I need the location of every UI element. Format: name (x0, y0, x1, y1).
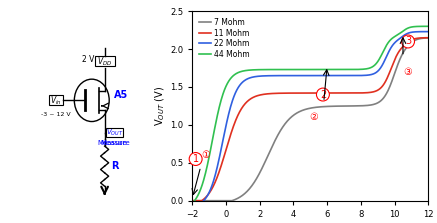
Text: Measure: Measure (97, 140, 127, 146)
7 Mohm (302, 108, 307, 111)
7 Mohm (383, 93, 388, 96)
Text: 1: 1 (193, 154, 199, 164)
Text: V$_{DD}$: V$_{DD}$ (97, 55, 112, 68)
22 Mohm (303, 74, 309, 77)
7 Mohm (317, 105, 323, 108)
Line: 11 Mohm: 11 Mohm (192, 38, 428, 201)
Text: R: R (111, 161, 118, 171)
Text: 2: 2 (320, 90, 326, 99)
Text: ②: ② (309, 112, 318, 122)
Text: V$_{in}$: V$_{in}$ (50, 94, 62, 107)
22 Mohm (317, 74, 323, 77)
11 Mohm (420, 37, 425, 39)
FancyBboxPatch shape (49, 95, 63, 105)
11 Mohm (303, 92, 309, 94)
FancyBboxPatch shape (107, 128, 123, 137)
22 Mohm (383, 57, 388, 60)
Text: A5: A5 (114, 90, 128, 100)
44 Mohm (190, 202, 195, 204)
Text: Measure: Measure (100, 140, 129, 146)
11 Mohm (330, 92, 335, 94)
Line: 44 Mohm: 44 Mohm (192, 26, 428, 203)
Legend: 7 Mohm, 11 Mohm, 22 Mohm, 44 Mohm: 7 Mohm, 11 Mohm, 22 Mohm, 44 Mohm (196, 15, 252, 62)
11 Mohm (317, 92, 323, 94)
7 Mohm (190, 199, 195, 202)
7 Mohm (330, 105, 335, 107)
22 Mohm (330, 74, 335, 77)
22 Mohm (190, 205, 195, 208)
11 Mohm (190, 199, 195, 202)
44 Mohm (317, 68, 323, 71)
11 Mohm (383, 80, 388, 83)
Text: V$_{OUT}$: V$_{OUT}$ (106, 128, 124, 138)
Text: ③: ③ (404, 67, 413, 77)
44 Mohm (330, 68, 335, 71)
11 Mohm (302, 92, 307, 94)
Text: ①: ① (201, 150, 210, 160)
7 Mohm (426, 37, 431, 39)
Y-axis label: V$_{OUT}$ (V): V$_{OUT}$ (V) (154, 86, 167, 126)
44 Mohm (420, 25, 425, 28)
44 Mohm (303, 68, 309, 71)
7 Mohm (420, 37, 425, 40)
44 Mohm (426, 25, 431, 28)
Text: 3: 3 (405, 37, 411, 46)
44 Mohm (302, 68, 307, 71)
Text: -3 ~ 12 V: -3 ~ 12 V (41, 112, 71, 117)
44 Mohm (383, 45, 388, 48)
Text: 2 V: 2 V (82, 55, 94, 64)
Line: 22 Mohm: 22 Mohm (192, 32, 428, 207)
11 Mohm (426, 36, 431, 39)
22 Mohm (420, 30, 425, 33)
Line: 7 Mohm: 7 Mohm (192, 38, 428, 201)
7 Mohm (303, 108, 309, 111)
22 Mohm (302, 74, 307, 77)
FancyBboxPatch shape (94, 56, 114, 66)
22 Mohm (426, 30, 431, 33)
